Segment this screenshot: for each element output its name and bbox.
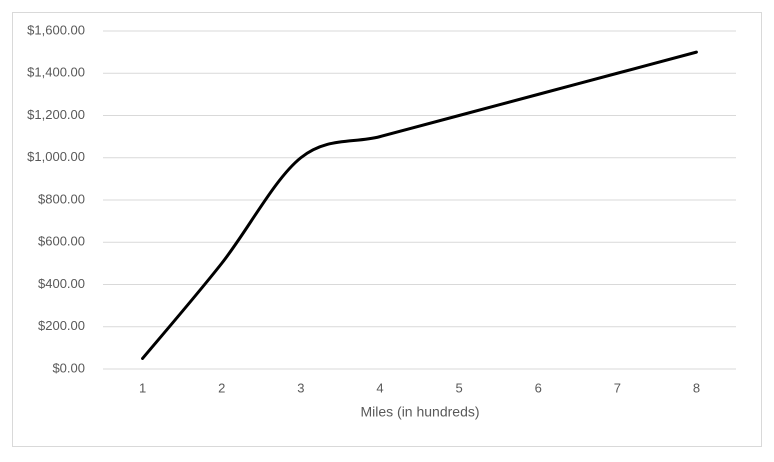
x-tick-label: 7 xyxy=(614,380,621,395)
y-tick-label: $200.00 xyxy=(38,318,85,333)
x-tick-label: 6 xyxy=(535,380,542,395)
x-tick-label: 3 xyxy=(297,380,304,395)
x-tick-label: 4 xyxy=(376,380,383,395)
y-tick-label: $1,200.00 xyxy=(27,107,85,122)
y-tick-label: $0.00 xyxy=(52,360,85,375)
x-tick-label: 8 xyxy=(693,380,700,395)
chart-frame xyxy=(12,12,762,447)
x-tick-label: 5 xyxy=(455,380,462,395)
y-tick-label: $800.00 xyxy=(38,191,85,206)
line-series xyxy=(141,50,698,360)
y-tick-label: $1,600.00 xyxy=(27,22,85,37)
y-tick-label: $400.00 xyxy=(38,276,85,291)
x-axis-title: Miles (in hundreds) xyxy=(360,404,479,420)
x-tick-label: 1 xyxy=(139,380,146,395)
x-tick-label: 2 xyxy=(218,380,225,395)
y-tick-label: $1,000.00 xyxy=(27,149,85,164)
y-tick-label: $600.00 xyxy=(38,234,85,249)
y-tick-label: $1,400.00 xyxy=(27,65,85,80)
